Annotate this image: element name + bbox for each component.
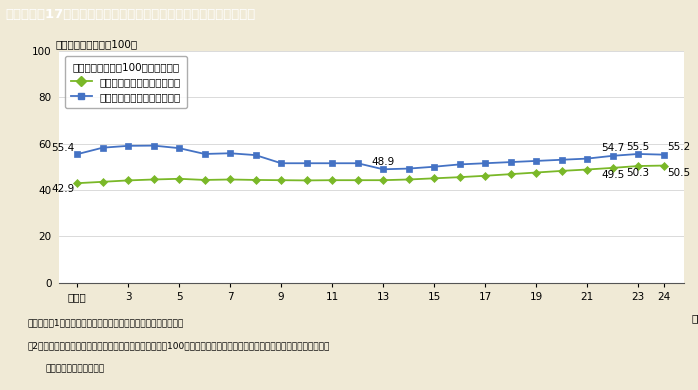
Text: 50.3: 50.3 [627,168,650,178]
Text: 第１－２－17図　労働者の１時間当たり平均所定内給与格差の推移: 第１－２－17図 労働者の１時間当たり平均所定内給与格差の推移 [6,7,256,21]
Text: （年）: （年） [692,313,698,323]
Text: 55.2: 55.2 [667,142,691,152]
Text: 55.5: 55.5 [627,142,650,152]
男性短時間労働者の給与水準 [660,152,668,157]
Text: （男性一般労働者＝100）: （男性一般労働者＝100） [56,39,138,49]
男性短時間労働者の給与水準 [200,152,209,156]
女性短時間労働者の給与水準 [124,178,133,183]
女性短時間労働者の給与水準 [302,178,311,183]
男性短時間労働者の給与水準 [226,151,235,156]
女性短時間労働者の給与水準 [660,163,668,168]
女性短時間労働者の給与水準 [226,177,235,182]
男性短時間労働者の給与水準 [73,152,82,156]
男性短時間労働者の給与水準 [481,161,489,166]
Text: 48.9: 48.9 [371,157,395,167]
Text: 54.7: 54.7 [601,144,624,154]
Text: 2．男性一般労働者の１時間当たり平均所定内給与額を100として，各区分の１時間当たり平均所定内給与額の水準を算: 2．男性一般労働者の１時間当たり平均所定内給与額を100として，各区分の１時間当… [28,341,330,350]
女性短時間労働者の給与水準 [251,177,260,182]
Line: 男性短時間労働者の給与水準: 男性短時間労働者の給与水準 [75,143,667,172]
男性短時間労働者の給与水準 [583,156,591,161]
女性短時間労働者の給与水準 [558,168,566,173]
男性短時間労働者の給与水準 [532,159,540,163]
男性短時間労働者の給与水準 [251,153,260,158]
男性短時間労働者の給与水準 [175,146,184,151]
Text: 出したものである。: 出したものである。 [45,365,105,374]
女性短時間労働者の給与水準 [73,181,82,186]
女性短時間労働者の給与水準 [175,176,184,181]
女性短時間労働者の給与水準 [583,167,591,172]
女性短時間労働者の給与水準 [634,164,642,168]
男性短時間労働者の給与水準 [558,158,566,162]
女性短時間労働者の給与水準 [200,177,209,182]
男性短時間労働者の給与水準 [149,143,158,148]
Text: 42.9: 42.9 [52,184,75,194]
男性短時間労働者の給与水準 [353,161,362,166]
Text: （備考）、1．厚生労働省「賃金構造基本統計調査」より作成。: （備考）、1．厚生労働省「賃金構造基本統計調査」より作成。 [28,318,184,327]
女性短時間労働者の給与水準 [379,178,387,183]
男性短時間労働者の給与水準 [277,161,285,166]
女性短時間労働者の給与水準 [456,175,464,179]
男性短時間労働者の給与水準 [430,164,438,169]
女性短時間労働者の給与水準 [532,170,540,175]
女性短時間労働者の給与水準 [277,178,285,183]
男性短時間労働者の給与水準 [404,166,413,171]
女性短時間労働者の給与水準 [404,177,413,182]
Line: 女性短時間労働者の給与水準: 女性短時間労働者の給与水準 [75,163,667,186]
男性短時間労働者の給与水準 [456,162,464,167]
女性短時間労働者の給与水準 [98,179,107,184]
男性短時間労働者の給与水準 [379,167,387,172]
女性短時間労働者の給与水準 [328,178,336,183]
女性短時間労働者の給与水準 [481,174,489,178]
Text: 50.5: 50.5 [667,168,690,178]
女性短時間労働者の給与水準 [609,165,617,170]
Text: 49.5: 49.5 [601,170,624,180]
女性短時間労働者の給与水準 [507,172,515,177]
Legend: 女性短時間労働者の給与水準, 男性短時間労働者の給与水準: 女性短時間労働者の給与水準, 男性短時間労働者の給与水準 [64,56,188,108]
Text: 55.4: 55.4 [52,143,75,153]
女性短時間労働者の給与水準 [353,178,362,183]
男性短時間労働者の給与水準 [507,160,515,165]
女性短時間労働者の給与水準 [430,176,438,181]
男性短時間労働者の給与水準 [302,161,311,166]
男性短時間労働者の給与水準 [609,154,617,158]
男性短時間労働者の給与水準 [634,152,642,156]
男性短時間労働者の給与水準 [124,144,133,148]
男性短時間労働者の給与水準 [328,161,336,166]
女性短時間労働者の給与水準 [149,177,158,182]
男性短時間労働者の給与水準 [98,145,107,150]
